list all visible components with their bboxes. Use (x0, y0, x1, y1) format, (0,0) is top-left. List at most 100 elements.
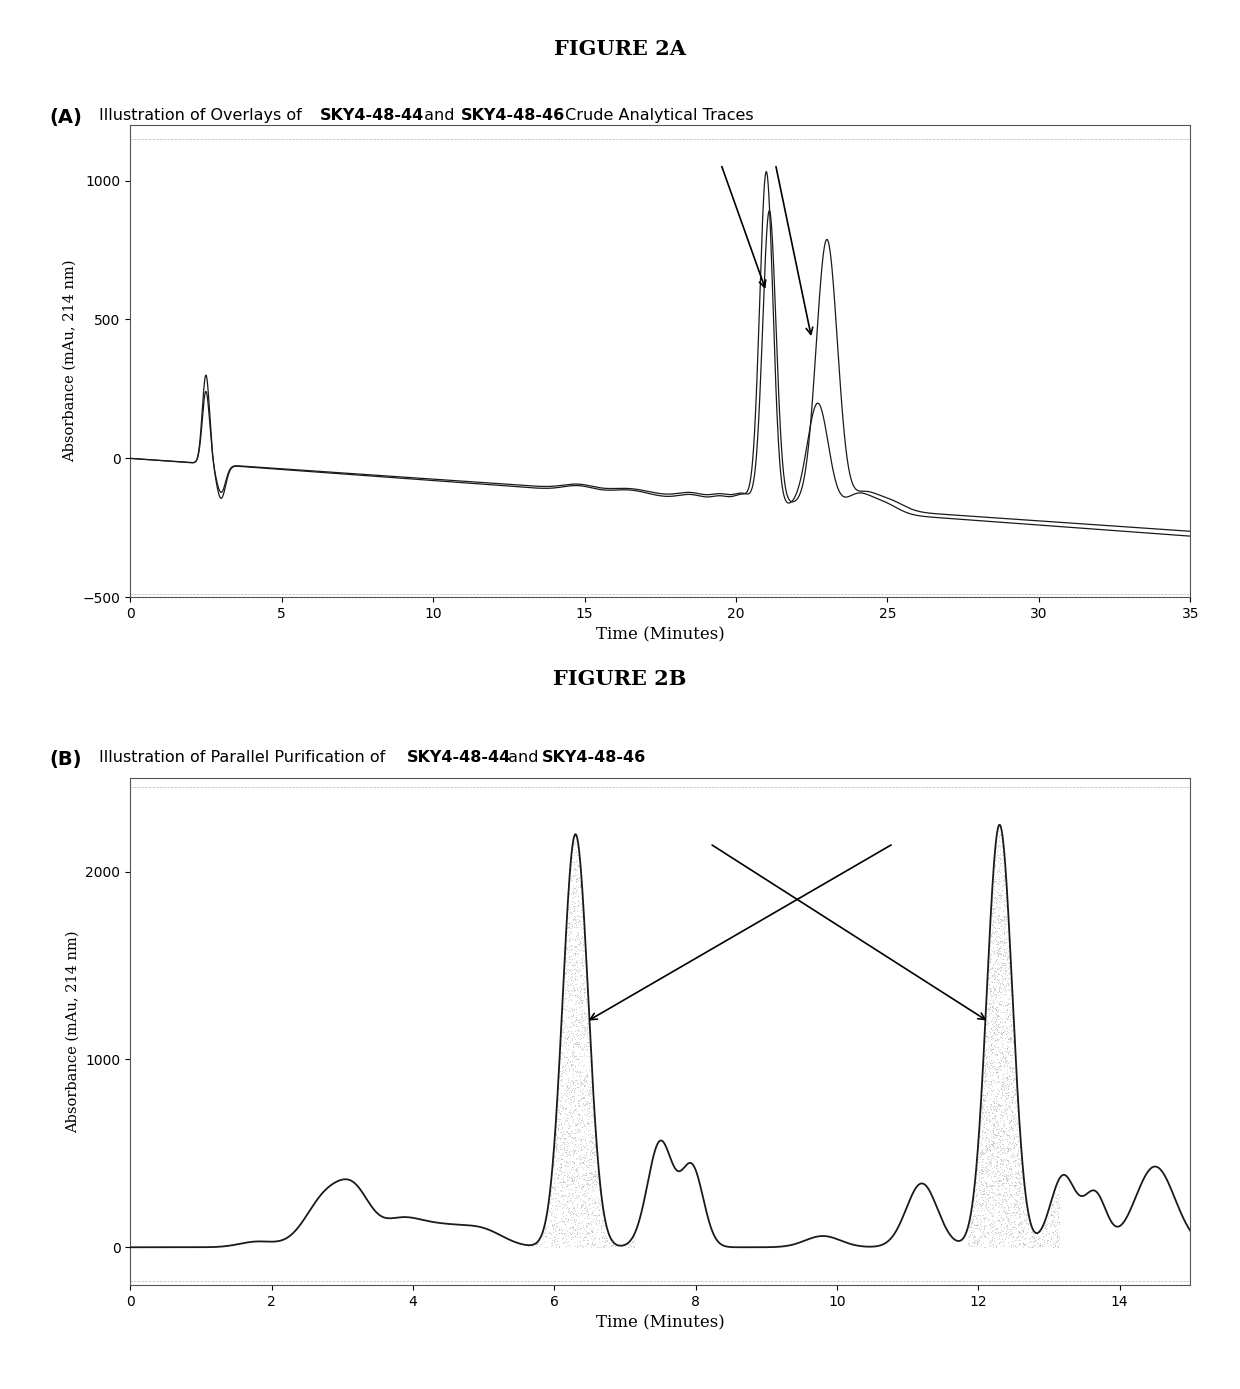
Point (1007, 1196, 1027, 1218)
Point (562, 850, 582, 872)
Point (549, 1186, 569, 1208)
Point (1003, 1133, 1023, 1156)
Point (997, 1124, 1017, 1146)
Point (574, 1192, 594, 1214)
Point (564, 978, 584, 1000)
Point (572, 1026, 591, 1049)
Point (1001, 1021, 1021, 1043)
Point (580, 1043, 600, 1065)
Point (580, 1101, 600, 1124)
Point (991, 942, 1011, 964)
Point (558, 913, 578, 935)
Point (982, 1038, 1002, 1060)
Point (1011, 1203, 1030, 1225)
Point (560, 890, 580, 913)
Point (541, 1185, 560, 1207)
Point (980, 1110, 999, 1132)
Point (1002, 1185, 1022, 1207)
Point (1043, 1204, 1063, 1226)
Point (564, 1170, 584, 1192)
Point (991, 883, 1011, 906)
Point (559, 938, 579, 960)
Point (982, 957, 1002, 979)
Point (572, 1024, 591, 1046)
Point (562, 1164, 582, 1186)
Point (983, 1000, 1003, 1022)
Point (973, 1214, 993, 1236)
Point (993, 922, 1013, 945)
Point (557, 1220, 577, 1242)
Point (1002, 1081, 1022, 1103)
Point (558, 981, 578, 1003)
Point (558, 1000, 578, 1022)
Point (983, 914, 1003, 936)
Point (577, 1161, 596, 1183)
Point (548, 1125, 568, 1147)
Point (573, 1026, 593, 1049)
Point (993, 1164, 1013, 1186)
Point (590, 1176, 610, 1199)
Point (564, 1040, 584, 1063)
Point (983, 868, 1003, 890)
Point (991, 993, 1011, 1015)
Point (981, 1114, 1001, 1136)
Point (978, 1196, 998, 1218)
Point (973, 1189, 993, 1211)
Point (584, 1136, 604, 1158)
Point (986, 983, 1006, 1006)
Point (584, 1226, 604, 1249)
Point (996, 1024, 1016, 1046)
Point (568, 1076, 588, 1099)
Point (986, 1189, 1006, 1211)
Point (993, 889, 1013, 911)
Point (564, 1056, 584, 1078)
Point (1022, 1226, 1042, 1249)
Point (559, 1075, 579, 1097)
Point (981, 986, 1001, 1008)
Point (994, 1040, 1014, 1063)
Point (578, 1232, 598, 1254)
Point (562, 913, 582, 935)
Point (569, 993, 589, 1015)
Point (999, 928, 1019, 950)
Point (966, 1217, 986, 1239)
Point (568, 1211, 588, 1233)
Point (991, 960, 1011, 982)
Point (993, 1071, 1013, 1093)
Point (1004, 1210, 1024, 1232)
Point (962, 1206, 982, 1228)
Point (1017, 1207, 1037, 1229)
Point (987, 839, 1007, 861)
Point (988, 883, 1008, 906)
Point (568, 895, 588, 917)
Point (990, 953, 1009, 975)
Point (973, 1182, 993, 1204)
Point (988, 1183, 1008, 1206)
Point (965, 1232, 985, 1254)
Point (972, 1133, 992, 1156)
Point (986, 1218, 1006, 1240)
Point (560, 1054, 580, 1076)
Point (987, 881, 1007, 903)
Point (987, 1206, 1007, 1228)
Point (588, 1171, 608, 1193)
Point (997, 1082, 1017, 1104)
Point (1001, 1192, 1021, 1214)
Point (968, 1156, 988, 1178)
Point (977, 1165, 997, 1188)
Point (572, 990, 591, 1013)
Point (563, 881, 583, 903)
Point (572, 900, 591, 922)
Point (1001, 1186, 1021, 1208)
Point (1013, 1188, 1033, 1210)
Point (1047, 1203, 1066, 1225)
Point (1009, 1167, 1029, 1189)
Point (570, 1189, 590, 1211)
Point (1006, 1145, 1025, 1167)
Point (1006, 1083, 1025, 1106)
Point (992, 1193, 1012, 1215)
Point (961, 1221, 981, 1243)
Point (560, 1189, 580, 1211)
Point (585, 1189, 605, 1211)
Point (985, 1011, 1004, 1033)
